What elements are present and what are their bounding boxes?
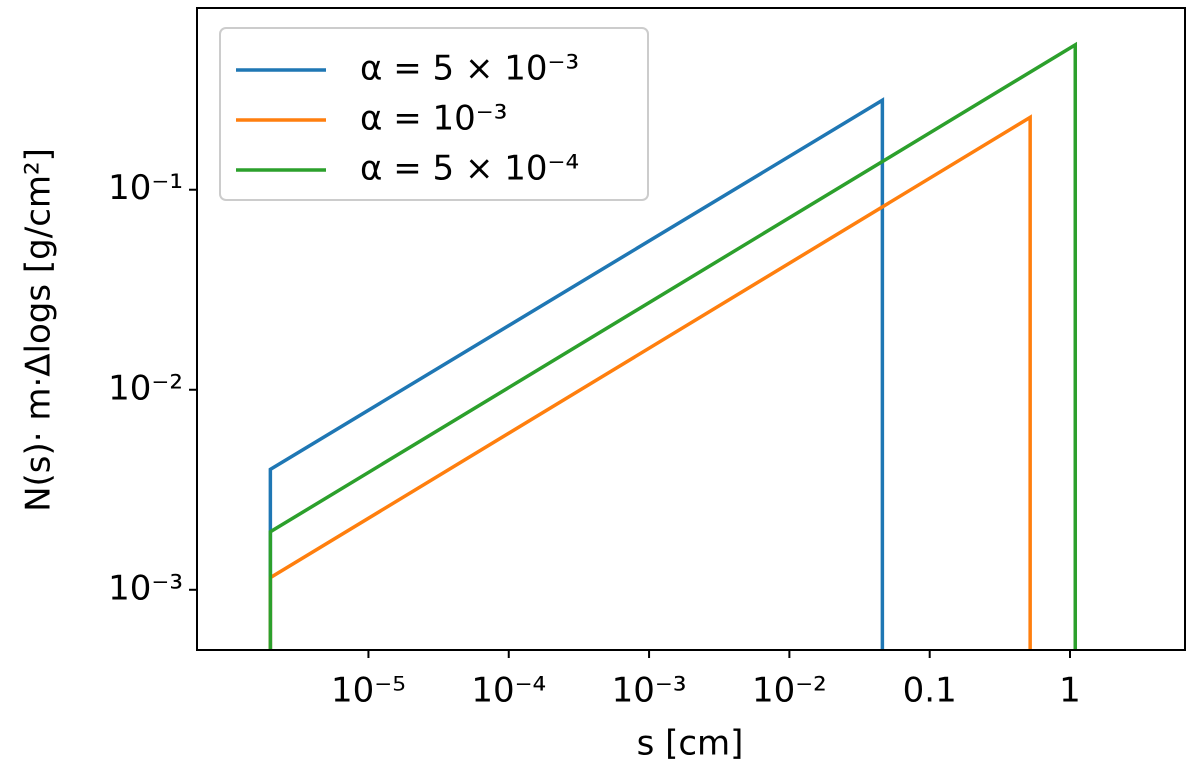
x-axis-label: s [cm] [637, 724, 744, 764]
y-tick-label: 10⁻³ [108, 568, 183, 608]
legend-label: α = 10⁻³ [360, 99, 507, 139]
y-axis-label: N(s)· m·Δlogs [g/cm²] [19, 148, 59, 512]
x-tick-label: 10⁻⁴ [471, 671, 546, 711]
series-line [268, 41, 1078, 650]
x-tick-label: 10⁻³ [612, 671, 687, 711]
y-tick-label: 10⁻² [108, 368, 183, 408]
legend-box [219, 27, 649, 201]
plot-lines [268, 41, 1078, 650]
plot-frame [196, 7, 1186, 651]
x-tick-label: 0.1 [903, 671, 957, 711]
y-tick-label: 10⁻¹ [108, 168, 183, 208]
x-tick-label: 10⁻⁵ [331, 671, 406, 711]
legend-label: α = 5 × 10⁻³ [360, 49, 579, 89]
series-line [268, 114, 1032, 650]
x-tick-label: 10⁻² [752, 671, 827, 711]
x-tick-label: 1 [1059, 671, 1081, 711]
legend-label: α = 5 × 10⁻⁴ [360, 149, 579, 189]
